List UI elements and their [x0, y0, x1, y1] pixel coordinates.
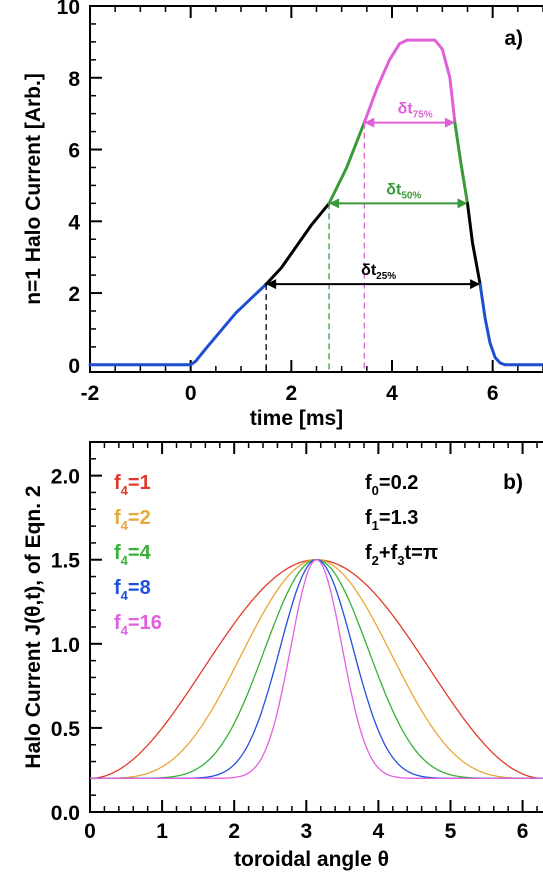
x-tick-label: 4 [386, 382, 398, 405]
legend-entry: f4=4 [114, 542, 152, 568]
parameter-text: f2+f3t=π [365, 542, 438, 568]
series-line [88, 282, 268, 367]
y-tick-label: 2.0 [51, 466, 80, 489]
param-rest2: t=π [404, 542, 438, 564]
series-line [466, 201, 482, 286]
y-tick-label: 0.0 [51, 802, 80, 825]
duration-label: δt50% [386, 181, 421, 201]
series-line [89, 559, 543, 780]
legend-sub: 4 [121, 588, 129, 603]
legend-sub: 4 [121, 553, 129, 568]
y-axis-label: Halo Current J(θ,t), of Eqn. 2 [22, 485, 45, 768]
param-main: f [365, 507, 372, 529]
legend-entry: f4=2 [114, 507, 151, 533]
param-sub2: 3 [397, 553, 404, 568]
panel-b-chart: 0 1 2 3 4 5 60.00.51.01.52.0 f4=1f4=2f4=4f4=8f4… [22, 441, 543, 871]
param-rest: =1.3 [379, 507, 418, 529]
x-tick-label: 5 [445, 820, 457, 843]
arrow-head-right [470, 279, 481, 290]
x-tick-label: 6 [517, 820, 529, 843]
duration-label-sub: 25% [376, 271, 396, 282]
y-tick-label: 0.5 [51, 718, 81, 741]
y-tick-label: 6 [68, 140, 80, 163]
y-tick-label: 2 [68, 283, 80, 306]
series-line [478, 282, 543, 367]
legend-main: f [114, 612, 121, 634]
legend-entry: f4=16 [114, 612, 162, 638]
legend-sub: 4 [121, 483, 129, 498]
legend-value: =1 [128, 472, 151, 494]
legend-entry: f4=8 [114, 577, 151, 603]
x-tick-label: 2 [285, 382, 297, 405]
legend-entry: f4=1 [114, 472, 151, 498]
panel-label: a) [504, 27, 523, 50]
y-tick-label: 0 [68, 355, 80, 378]
x-tick-label: 0 [185, 382, 197, 405]
duration-label-sub: 75% [413, 110, 433, 121]
param-rest: +f [379, 542, 398, 564]
x-tick-label: 6 [487, 382, 499, 405]
legend-value: =8 [128, 577, 151, 599]
x-tick-label: 4 [373, 820, 385, 843]
duration-label-main: δt [398, 101, 414, 118]
legend-value: =2 [128, 507, 151, 529]
y-tick-label: 4 [68, 211, 80, 234]
x-tick-label: 0 [84, 820, 96, 843]
series-line [90, 559, 543, 780]
y-tick-label: 8 [68, 68, 80, 91]
legend-main: f [114, 542, 121, 564]
x-tick-label: 2 [228, 820, 240, 843]
arrow-head-left [266, 279, 277, 290]
x-axis-label: toroidal angle θ [234, 848, 389, 871]
y-axis-label: n=1 Halo Current [Arb.] [22, 73, 45, 305]
arrow-head-right [444, 117, 455, 128]
x-axis-label: time [ms] [250, 407, 343, 430]
legend-main: f [114, 507, 121, 529]
legend-sub: 4 [121, 623, 129, 638]
series-line [90, 559, 543, 780]
arrow-head-left [364, 117, 375, 128]
param-sub: 1 [372, 518, 379, 533]
duration-label-main: δt [386, 181, 402, 198]
y-tick-label: 1.0 [51, 634, 80, 657]
duration-label: δt75% [398, 101, 433, 121]
arrow-head-right [457, 198, 468, 209]
legend-main: f [114, 472, 121, 494]
duration-label: δt25% [361, 262, 396, 282]
param-rest: =0.2 [379, 472, 418, 494]
param-main: f [365, 542, 372, 564]
duration-label-main: δt [361, 262, 377, 279]
series-line [453, 121, 469, 205]
legend-value: =16 [128, 612, 162, 634]
duration-label-sub: 50% [401, 190, 421, 201]
param-sub: 2 [372, 553, 379, 568]
legend-main: f [114, 577, 121, 599]
legend-value: =4 [128, 542, 152, 564]
series-line [327, 121, 366, 205]
parameter-text: f1=1.3 [365, 507, 418, 533]
series-line [90, 559, 543, 780]
axes-frame [89, 5, 543, 373]
series-line [362, 38, 457, 125]
param-sub: 0 [372, 483, 379, 498]
arrow-head-left [329, 198, 340, 209]
y-tick-label: 10 [57, 0, 80, 19]
series-line [90, 559, 543, 780]
y-tick-label: 1.5 [51, 550, 81, 573]
x-tick-label: 3 [300, 820, 312, 843]
legend-sub: 4 [121, 518, 129, 533]
parameter-text: f0=0.2 [365, 472, 418, 498]
series-line [264, 201, 331, 286]
panel-label: b) [503, 471, 523, 494]
x-tick-label: 1 [156, 820, 168, 843]
x-tick-label: -2 [81, 382, 100, 405]
param-main: f [365, 472, 372, 494]
